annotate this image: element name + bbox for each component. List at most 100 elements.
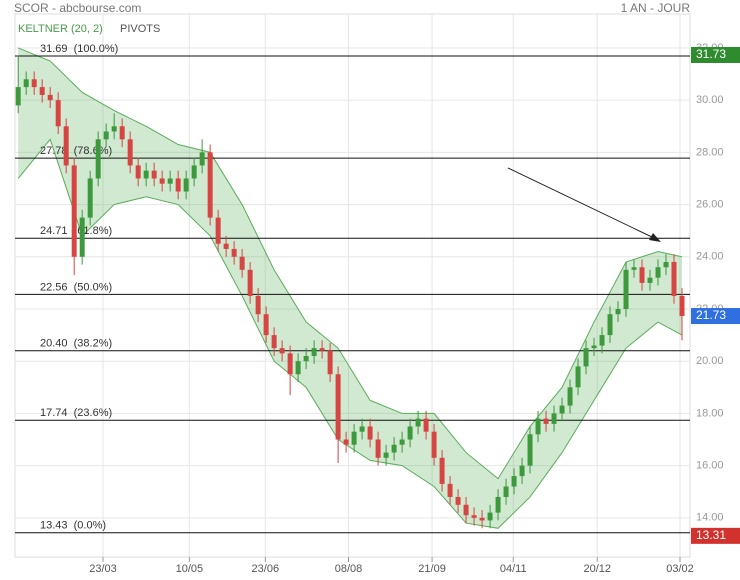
candle-body <box>39 87 45 95</box>
y-tick-label: 16.00 <box>696 460 724 472</box>
candle-body <box>351 431 357 445</box>
candle-body <box>191 165 197 179</box>
price-tag <box>691 46 740 63</box>
candle-body <box>559 405 565 414</box>
candle-body <box>519 465 525 477</box>
candle-body <box>63 126 69 166</box>
candle-body <box>159 178 165 184</box>
candle-body <box>551 413 557 424</box>
candle-body <box>447 483 453 497</box>
candle-body <box>391 444 397 453</box>
pivot-label: 31.69 (100.0%) <box>40 43 118 55</box>
candle-body <box>615 308 621 315</box>
pivot-label: 20.40 (38.2%) <box>40 338 112 350</box>
y-tick-label: 28.00 <box>696 146 724 158</box>
candle-body <box>663 262 669 268</box>
price-tag <box>691 527 740 544</box>
candle-body <box>103 131 109 140</box>
candle-body <box>527 434 533 466</box>
candle-body <box>543 418 549 424</box>
candle-body <box>407 426 413 440</box>
candle-body <box>71 165 77 257</box>
candle-body <box>535 418 541 435</box>
candle-body <box>15 87 21 106</box>
candle-body <box>631 267 637 270</box>
plot-area <box>14 13 691 558</box>
arrow-head <box>649 233 661 242</box>
candle-body <box>359 426 365 432</box>
candle-body <box>295 361 301 375</box>
candle-body <box>55 100 61 127</box>
candle-body <box>231 248 237 257</box>
candle-body <box>415 418 421 427</box>
candle-body <box>343 439 349 445</box>
x-tick-label: 04/11 <box>500 563 527 575</box>
legend-pivots: PIVOTS <box>120 23 160 35</box>
candle-body <box>583 348 589 367</box>
candle-body <box>271 335 277 349</box>
candle-body <box>679 295 685 317</box>
candle-body <box>183 178 189 192</box>
candle-body <box>375 439 381 458</box>
candle-body <box>327 350 333 375</box>
y-tick-label: 30.00 <box>696 94 724 106</box>
candle-body <box>607 314 613 336</box>
candle-body <box>567 387 573 406</box>
candle-body <box>319 348 325 351</box>
price-tag <box>691 308 740 325</box>
candle-body <box>119 126 125 140</box>
candle-body <box>79 217 85 257</box>
pivot-label: 22.56 (50.0%) <box>40 281 112 293</box>
candle-body <box>215 217 221 244</box>
candle-body <box>23 79 29 88</box>
x-tick-label: 08/08 <box>335 563 363 575</box>
candle-body <box>87 178 93 218</box>
candle-body <box>455 496 461 505</box>
pivot-label: 13.43 (0.0%) <box>40 520 106 532</box>
candle-body <box>639 267 645 283</box>
candle-body <box>431 431 437 458</box>
candle-body <box>463 504 469 516</box>
candle-body <box>135 165 141 179</box>
y-tick-label: 24.00 <box>696 251 724 263</box>
pivot-label: 27.78 (78.6%) <box>40 145 112 157</box>
candle-body <box>287 353 293 375</box>
candle-body <box>367 426 373 440</box>
candle-body <box>223 243 229 249</box>
candle-body <box>263 314 269 336</box>
candle-body <box>647 277 653 283</box>
y-tick-label: 18.00 <box>696 407 724 419</box>
candle-body <box>167 178 173 184</box>
y-tick-label: 20.00 <box>696 355 724 367</box>
candle-body <box>175 178 181 192</box>
candle-body <box>383 452 389 458</box>
x-tick-label: 03/02 <box>666 563 694 575</box>
candle-body <box>575 366 581 388</box>
candle-body <box>47 94 53 101</box>
candle-body <box>151 170 157 179</box>
candle-body <box>111 126 117 132</box>
candle-body <box>671 262 677 296</box>
candle-body <box>239 256 245 270</box>
x-tick-label: 23/06 <box>252 563 280 575</box>
y-tick-label: 14.00 <box>696 512 724 524</box>
candle-body <box>471 515 477 518</box>
candle-body <box>207 152 213 218</box>
x-tick-label: 10/05 <box>176 563 204 575</box>
candle-body <box>623 269 629 309</box>
candle-body <box>255 295 261 315</box>
candle-body <box>599 335 605 346</box>
x-tick-label: 20/12 <box>583 563 611 575</box>
candle-body <box>31 79 37 88</box>
candle-body <box>335 374 341 440</box>
candle-body <box>655 267 661 278</box>
candle-body <box>127 139 133 166</box>
candle-body <box>399 439 405 445</box>
pivot-label: 17.74 (23.6%) <box>40 407 112 419</box>
keltner-upper <box>18 47 683 480</box>
candle-body <box>503 486 509 497</box>
chart-title: SCOR - abcbourse.com <box>14 1 141 15</box>
x-tick-label: 21/09 <box>418 563 446 575</box>
candle-body <box>423 418 429 432</box>
keltner-fill <box>18 47 683 529</box>
